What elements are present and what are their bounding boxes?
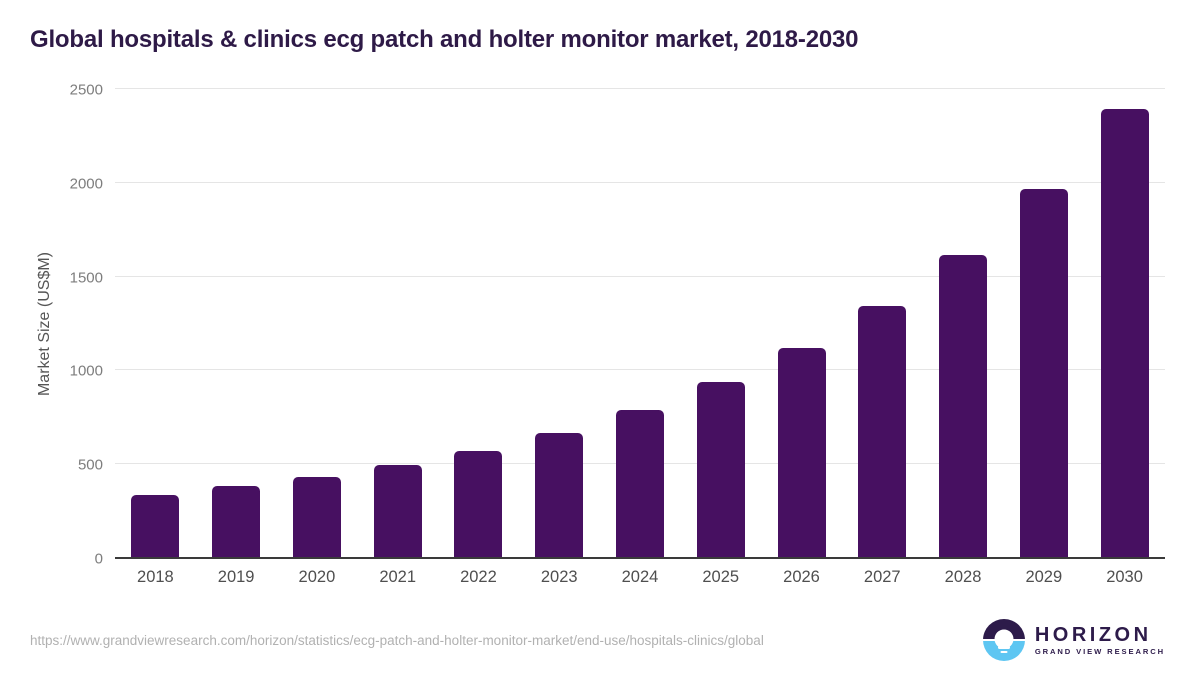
bar-2021: [373, 464, 422, 557]
x-tick-label-2030: 2030: [1106, 568, 1143, 586]
bar-slot-2023: [519, 90, 600, 557]
x-tick-label-2029: 2029: [1025, 568, 1063, 586]
gridline-2500: [115, 88, 1165, 89]
bar-2022: [454, 450, 503, 557]
logo-name: HORIZON: [1034, 623, 1152, 646]
x-tick-label-2023: 2023: [540, 568, 578, 586]
logo-sun-shape: [994, 629, 1014, 649]
y-tick-label-2500: 2500: [69, 81, 103, 99]
horizon-logo-icon: [982, 619, 1025, 661]
source-url: https://www.grandviewresearch.com/horizo…: [30, 633, 764, 648]
y-tick-label-0: 0: [94, 550, 103, 568]
x-tick-label-2026: 2026: [783, 568, 820, 586]
x-tick-label-2019: 2019: [217, 568, 255, 586]
x-tick-label-2020: 2020: [298, 568, 336, 586]
bar-slot-2020: [277, 90, 358, 557]
bar-2018: [131, 495, 180, 557]
bar-2027: [858, 305, 907, 557]
bar-2020: [292, 476, 341, 557]
logo-sky-shape: [982, 619, 1025, 640]
logo-reflection-shape: [1000, 650, 1008, 653]
chart-title: Global hospitals & clinics ecg patch and…: [30, 26, 859, 53]
x-tick-label-2021: 2021: [379, 568, 417, 586]
bar-2023: [535, 432, 584, 557]
bar-slot-2029: [1003, 90, 1084, 557]
bar-slot-2025: [680, 90, 761, 557]
bar-2025: [696, 381, 745, 557]
bar-2030: [1100, 108, 1149, 557]
bar-2028: [939, 254, 988, 557]
bar-slot-2027: [842, 90, 923, 557]
x-tick-label-2027: 2027: [863, 568, 901, 586]
bar-series: [115, 90, 1165, 557]
bar-2019: [212, 486, 261, 557]
bar-slot-2019: [196, 90, 277, 557]
gridline-1000: [115, 369, 1165, 371]
gridline-1500: [115, 275, 1165, 277]
logo-subtitle: GRAND VIEW RESEARCH: [1034, 646, 1165, 656]
bar-slot-2018: [115, 90, 196, 557]
y-tick-label-2000: 2000: [69, 175, 103, 193]
y-tick-label-500: 500: [77, 456, 103, 474]
x-tick-label-2025: 2025: [702, 568, 740, 586]
x-tick-label-2018: 2018: [137, 568, 174, 586]
bar-slot-2028: [923, 90, 1004, 557]
bar-2024: [615, 409, 664, 557]
y-tick-label-1000: 1000: [69, 362, 103, 380]
x-axis-tick-labels: 2018 2019 2020 2021 2022 2023 2024 2025 2026 2027…: [115, 568, 1165, 587]
gridline-2000: [115, 181, 1165, 183]
y-tick-label-1500: 1500: [69, 269, 103, 287]
bar-slot-2021: [357, 90, 438, 557]
logo-reflection-shape: [997, 645, 1010, 649]
bar-2026: [777, 348, 826, 557]
y-axis-tick-labels: 0 500 1000 1500 2000 2500: [0, 82, 103, 568]
plot-area: [115, 88, 1165, 559]
x-tick-label-2024: 2024: [621, 568, 659, 586]
horizon-logo: HORIZON GRAND VIEW RESEARCH: [982, 619, 1165, 661]
logo-text: HORIZON GRAND VIEW RESEARCH: [1035, 625, 1165, 656]
bar-slot-2022: [438, 90, 519, 557]
x-tick-label-2028: 2028: [944, 568, 982, 586]
x-tick-label-2022: 2022: [460, 568, 497, 586]
bar-slot-2024: [600, 90, 681, 557]
bar-slot-2026: [761, 90, 842, 557]
bar-slot-2030: [1084, 90, 1165, 557]
bar-2029: [1019, 189, 1068, 557]
